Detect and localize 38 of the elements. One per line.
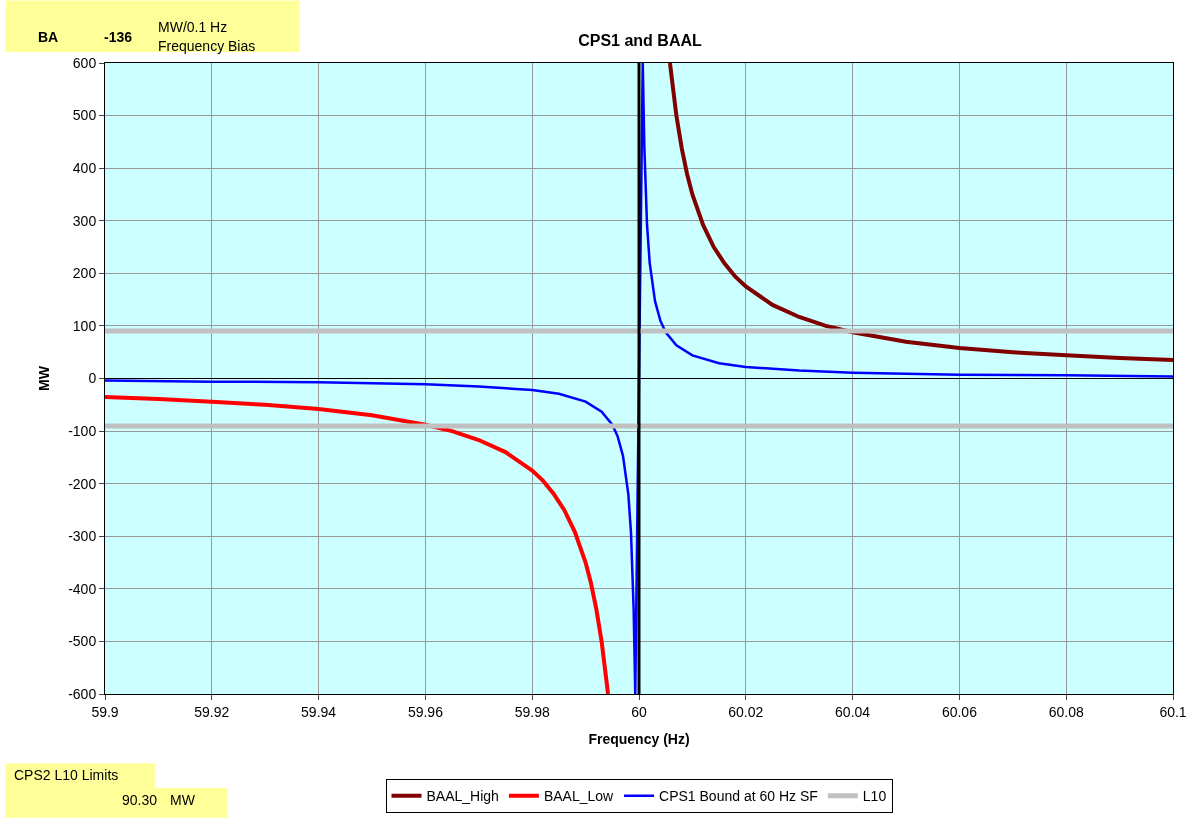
y-tick-label: -600 xyxy=(68,685,97,702)
y-axis-title: MW xyxy=(35,365,52,391)
x-tick-label: 60.04 xyxy=(835,703,871,720)
x-tick-label: 60.1 xyxy=(1159,703,1187,720)
y-tick-label: -500 xyxy=(68,633,97,650)
y-tick-label: 100 xyxy=(72,317,97,334)
x-tick-label: 60.08 xyxy=(1048,703,1084,720)
x-axis-title: Frequency (Hz) xyxy=(588,731,690,748)
x-tick-label: 59.98 xyxy=(514,703,550,720)
text: CPS2 L10 Limits xyxy=(14,767,119,783)
legend-label: BAAL_Low xyxy=(543,788,615,805)
y-tick-label: 600 xyxy=(72,54,97,71)
y-tick-label: 300 xyxy=(72,212,97,229)
y-tick-label: 400 xyxy=(72,160,97,177)
text: -136 xyxy=(104,29,133,45)
legend-label: CPS1 Bound at 60 Hz SF xyxy=(659,788,818,805)
y-tick-label: -200 xyxy=(68,475,97,492)
text: Frequency Bias xyxy=(158,38,256,54)
x-tick-label: 60.02 xyxy=(728,703,764,720)
legend-label: L10 xyxy=(862,788,887,805)
text: 90.30 xyxy=(122,792,158,808)
x-tick-label: 60.06 xyxy=(941,703,978,720)
x-tick-label: 59.9 xyxy=(91,703,119,720)
text: BA xyxy=(38,29,59,45)
x-tick-label: 60 xyxy=(631,703,647,720)
x-tick-label: 59.96 xyxy=(407,703,444,720)
legend-label: BAAL_High xyxy=(426,788,499,805)
y-tick-label: 0 xyxy=(88,370,97,387)
y-tick-label: 200 xyxy=(72,265,97,282)
x-tick-label: 59.92 xyxy=(194,703,230,720)
y-tick-label: -300 xyxy=(68,528,97,545)
y-tick-label: -100 xyxy=(68,422,97,439)
chart-title: CPS1 and BAAL xyxy=(578,31,703,49)
y-tick-label: -400 xyxy=(68,580,97,597)
text: MW/0.1 Hz xyxy=(158,19,228,35)
y-tick-label: 500 xyxy=(72,107,97,124)
x-tick-label: 59.94 xyxy=(301,703,337,720)
text: MW xyxy=(170,792,196,808)
